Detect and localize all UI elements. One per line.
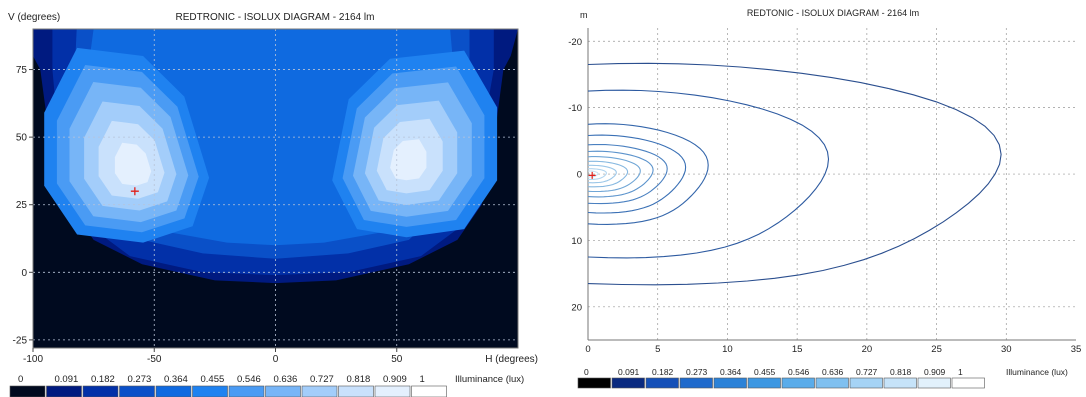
x-axis-label: H (degrees) (485, 354, 538, 365)
x-tick-label: 0 (585, 344, 590, 355)
y-tick-label: -10 (568, 103, 582, 114)
heatmap-band-0909-left (114, 142, 152, 186)
scale-swatch (228, 385, 265, 397)
isolux-line (588, 168, 607, 180)
isolux-line (587, 143, 668, 205)
chart-title: REDTONIC - ISOLUX DIAGRAM - 2164 lm (747, 8, 919, 18)
scale-swatch (265, 385, 301, 397)
scale-value-label: 0.909 (383, 374, 407, 385)
scale-swatch (9, 385, 46, 397)
scale-swatch (815, 377, 849, 389)
y-tick-label: 75 (16, 65, 28, 76)
isolux-contour-chart: m REDTONIC - ISOLUX DIAGRAM - 2164 lm0 5 10… (568, 8, 1082, 389)
isolux-heatmap-chart: V (degrees) REDTRONIC - ISOLUX DIAGRAM - … (8, 12, 538, 397)
isolux-line (587, 62, 1002, 286)
scale-value-label: 0 (18, 374, 23, 385)
x-tick-label: 10 (722, 344, 733, 355)
scale-swatch (679, 377, 713, 389)
scale-value-label: 0.364 (164, 374, 188, 385)
scale-value-label: 0.091 (55, 374, 79, 385)
scale-swatch (611, 377, 645, 389)
x-tick-label: 15 (792, 344, 803, 355)
chart-title: REDTRONIC - ISOLUX DIAGRAM - 2164 lm (176, 12, 375, 23)
plot-grid (33, 29, 518, 348)
y-tick-label: 10 (571, 236, 582, 247)
scale-value-label: 0.546 (237, 374, 261, 385)
scale-swatch (781, 377, 815, 389)
scale-swatch (713, 377, 747, 389)
scale-value-label: 0.636 (822, 367, 844, 377)
scale-swatch (82, 385, 119, 397)
x-tick-label: 50 (391, 354, 403, 365)
peak-marker (130, 187, 139, 196)
scale-swatch (849, 377, 883, 389)
scale-value-label: 0.546 (788, 367, 810, 377)
scale-swatch (917, 377, 951, 389)
scale-swatch (119, 385, 155, 397)
scale-swatch (577, 377, 611, 389)
y-tick-label: 25 (16, 200, 28, 211)
x-tick-label: 25 (931, 344, 942, 355)
isolux-line (587, 134, 687, 214)
x-tick-label: 35 (1071, 344, 1082, 355)
scale-swatch (645, 377, 679, 389)
plot-grid (588, 28, 1076, 340)
isolux-line (587, 150, 654, 198)
scale-swatch (301, 385, 338, 397)
scale-value-label: 0.364 (720, 367, 742, 377)
isolux-line (587, 160, 629, 188)
scale-swatch (883, 377, 917, 389)
isolux-line (587, 164, 617, 184)
isolux-line (587, 89, 830, 259)
y-tick-label: 20 (571, 302, 582, 313)
y-axis-label: V (degrees) (8, 12, 60, 23)
x-tick-label: 5 (655, 344, 660, 355)
scale-value-label: 0.455 (201, 374, 225, 385)
scale-value-label: 0.273 (128, 374, 152, 385)
isolux-contours (587, 62, 1002, 286)
scale-value-label: 0.182 (652, 367, 674, 377)
scale-value-label: 0.273 (686, 367, 708, 377)
y-tick-label: 50 (16, 133, 28, 144)
x-tick-label: 20 (862, 344, 873, 355)
heatmap-band-0909-right (390, 139, 427, 181)
scale-swatch (155, 385, 192, 397)
isolux-line (587, 123, 709, 225)
scale-swatch (46, 385, 82, 397)
scale-value-label: 0.636 (274, 374, 298, 385)
scale-swatch (192, 385, 228, 397)
scale-value-label: 0.182 (91, 374, 115, 385)
scale-value-label: 1 (420, 374, 425, 385)
scale-swatch (338, 385, 374, 397)
y-tick-label: 0 (577, 170, 582, 181)
x-tick-label: 0 (273, 354, 279, 365)
scale-value-label: 1 (958, 367, 963, 377)
scale-value-label: 0.727 (856, 367, 878, 377)
scale-value-label: 0.818 (347, 374, 371, 385)
scale-swatch (951, 377, 985, 389)
x-tick-label: 30 (1001, 344, 1012, 355)
x-tick-label: -50 (147, 354, 162, 365)
scale-swatch (747, 377, 781, 389)
scale-swatch (411, 385, 447, 397)
y-axis-label: m (580, 10, 588, 20)
x-tick-label: -100 (23, 354, 43, 365)
isolux-line (587, 156, 641, 193)
scale-swatch (374, 385, 411, 397)
scale-value-label: 0 (584, 367, 589, 377)
scale-title: Illuminance (lux) (1006, 367, 1068, 377)
origin-marker (588, 171, 596, 179)
scale-value-label: 0.818 (890, 367, 912, 377)
y-tick-label: 0 (21, 268, 27, 279)
scale-title: Illuminance (lux) (455, 374, 524, 385)
scale-value-label: 0.727 (310, 374, 334, 385)
scale-value-label: 0.091 (618, 367, 640, 377)
scale-value-label: 0.455 (754, 367, 776, 377)
y-tick-label: -20 (568, 37, 582, 48)
scale-value-label: 0.909 (924, 367, 946, 377)
y-tick-label: -25 (13, 335, 28, 346)
isolux-line (587, 170, 599, 178)
